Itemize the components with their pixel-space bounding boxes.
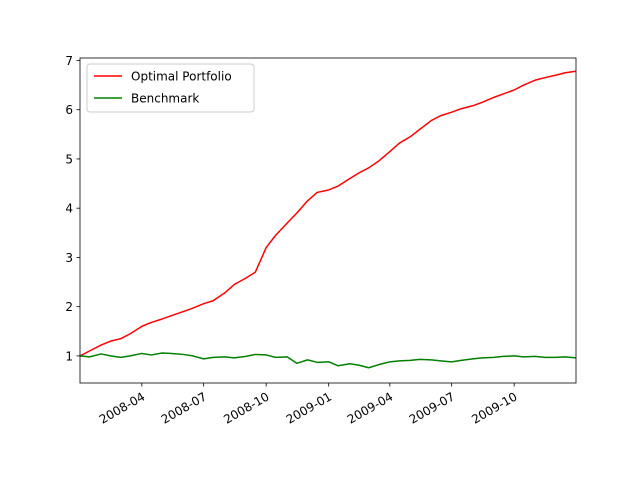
y-tick-label: 4 bbox=[65, 202, 73, 216]
y-tick-label: 3 bbox=[65, 251, 73, 265]
series-line-benchmark bbox=[80, 352, 576, 369]
legend: Optimal Portfolio Benchmark bbox=[86, 63, 255, 113]
axes-frame bbox=[79, 57, 577, 384]
legend-box bbox=[86, 63, 255, 113]
legend-label: Benchmark bbox=[131, 92, 199, 106]
y-tick-label: 1 bbox=[65, 349, 73, 363]
plot-area bbox=[79, 57, 577, 384]
series-line-optimal-portfolio bbox=[80, 70, 576, 357]
legend-label: Optimal Portfolio bbox=[131, 70, 232, 84]
y-axis: 1 2 3 4 5 6 7 bbox=[65, 54, 80, 363]
y-tick-label: 7 bbox=[65, 54, 73, 68]
y-tick-label: 6 bbox=[65, 103, 73, 117]
y-tick-label: 2 bbox=[65, 300, 73, 314]
y-tick-label: 5 bbox=[65, 152, 73, 166]
